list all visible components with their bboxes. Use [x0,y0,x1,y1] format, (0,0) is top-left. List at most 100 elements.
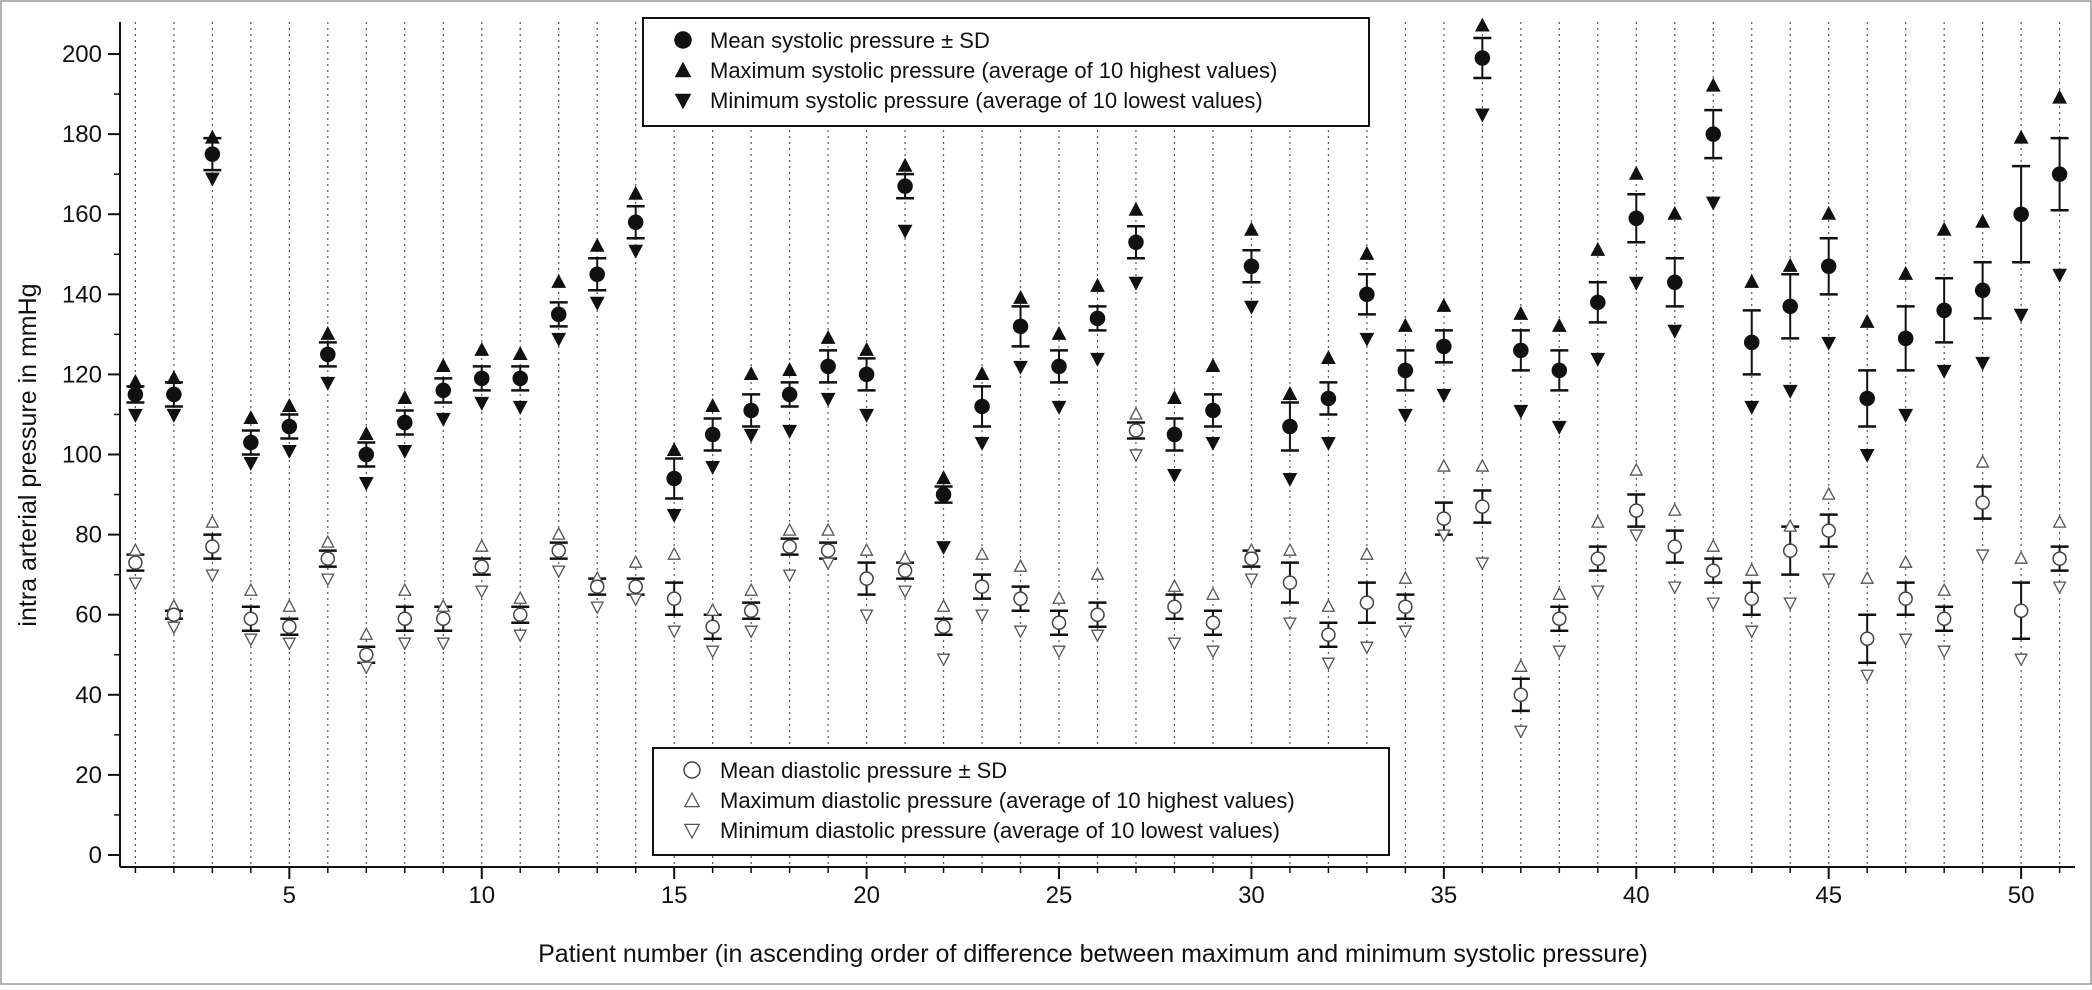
max-diastolic-point [1706,538,1721,552]
mean-diastolic-point [436,611,451,626]
max-diastolic-point [1513,658,1528,672]
min-diastolic-point [744,625,759,639]
min-systolic-point [1551,420,1567,435]
mean-diastolic-point [820,543,836,558]
min-systolic-point [551,332,567,347]
legend-min-systolic-marker [674,93,692,110]
min-systolic-point [1013,360,1028,375]
min-systolic-point [1244,300,1259,315]
min-diastolic-point [397,637,412,651]
max-systolic-point [281,398,297,412]
y-tick-label: 160 [62,201,102,228]
min-systolic-point [897,224,913,239]
min-systolic-point [1051,400,1067,415]
min-systolic-point [320,376,336,391]
mean-diastolic-point [1051,615,1067,630]
max-diastolic-point [782,522,797,536]
max-systolic-point [589,237,605,252]
min-diastolic-point [513,629,528,643]
max-systolic-point [1128,201,1144,216]
min-diastolic-point [1282,617,1297,631]
x-tick-label: 30 [1238,882,1265,909]
min-diastolic-point [243,633,258,647]
max-systolic-point [1359,245,1375,260]
mean-systolic-point [358,446,375,463]
mean-systolic-point [974,398,990,415]
y-tick-label: 120 [62,361,102,388]
max-diastolic-point [513,590,528,604]
mean-systolic-point [550,306,567,323]
mean-diastolic-point [1629,503,1644,518]
max-diastolic-point [397,582,412,596]
legend-systolic: Mean systolic pressure ± SD Maximum syst… [642,17,1370,127]
min-systolic-point [705,460,721,475]
min-systolic-point [1167,468,1182,483]
min-diastolic-point [1590,585,1605,599]
mean-diastolic-point [1975,495,1990,510]
x-tick-label: 5 [283,882,296,909]
mean-diastolic-point [1552,611,1567,626]
min-systolic-point [512,400,528,415]
min-systolic-point [1321,436,1336,451]
data-points [126,17,2069,739]
min-diastolic-point [1513,725,1528,739]
mean-diastolic-point [936,619,951,634]
min-systolic-point [859,408,874,423]
min-systolic-point [1667,324,1683,339]
max-diastolic-point [744,582,759,596]
max-systolic-point [397,390,413,404]
min-diastolic-point [705,645,720,659]
min-systolic-point [820,392,836,407]
legend-mean-diastolic-marker [683,761,701,779]
max-diastolic-point [821,522,836,536]
max-systolic-point [1436,297,1452,312]
y-tick-label: 40 [75,682,102,709]
max-systolic-point [204,129,220,144]
max-systolic-point [358,426,374,441]
mean-systolic-point [1820,258,1837,275]
mean-systolic-point [1974,282,1991,299]
min-diastolic-point [1206,645,1220,659]
min-diastolic-point [821,557,836,571]
mean-diastolic-point [1782,543,1798,558]
max-diastolic-point [1744,562,1759,576]
mean-systolic-point [1705,126,1721,142]
mean-systolic-point [1012,318,1029,335]
max-diastolic-point [282,598,297,612]
x-tick-label: 20 [853,882,880,909]
min-diastolic-point [1090,629,1105,643]
max-diastolic-point [898,550,913,564]
y-tick-label: 0 [89,842,102,869]
max-diastolic-point [1090,566,1105,580]
min-systolic-point [474,396,490,411]
max-diastolic-point [243,582,258,596]
max-systolic-point [1090,277,1105,292]
y-tick-label: 20 [75,762,102,789]
min-systolic-point [1205,436,1221,451]
max-diastolic-point [1937,582,1952,596]
max-diastolic-point [1590,514,1605,528]
max-systolic-point [2052,89,2067,104]
mean-diastolic-point [1398,599,1413,614]
mean-diastolic-point [397,611,413,626]
mean-systolic-point [512,370,528,387]
min-diastolic-point [1436,529,1451,543]
min-diastolic-point [859,609,874,623]
mean-diastolic-point [705,619,720,634]
legend-min-systolic-label: Minimum systolic pressure (average of 10… [710,88,1263,113]
max-systolic-point [435,358,451,372]
max-systolic-point [1051,325,1067,340]
max-systolic-point [2013,129,2029,144]
legend-max-systolic-label: Maximum systolic pressure (average of 10… [710,58,1277,83]
legend-mean-systolic-marker [674,31,692,49]
max-systolic-point [474,341,490,356]
max-diastolic-point [474,538,489,552]
max-diastolic-point [1052,590,1066,604]
mean-systolic-point [435,382,452,399]
min-systolic-point [589,296,605,311]
legend-diastolic-box [652,747,1390,856]
max-systolic-point [320,325,336,340]
mean-systolic-point [1474,50,1491,66]
mean-diastolic-point [897,563,913,578]
y-axis-title: intra arterial pressure in mmHg [14,283,42,626]
